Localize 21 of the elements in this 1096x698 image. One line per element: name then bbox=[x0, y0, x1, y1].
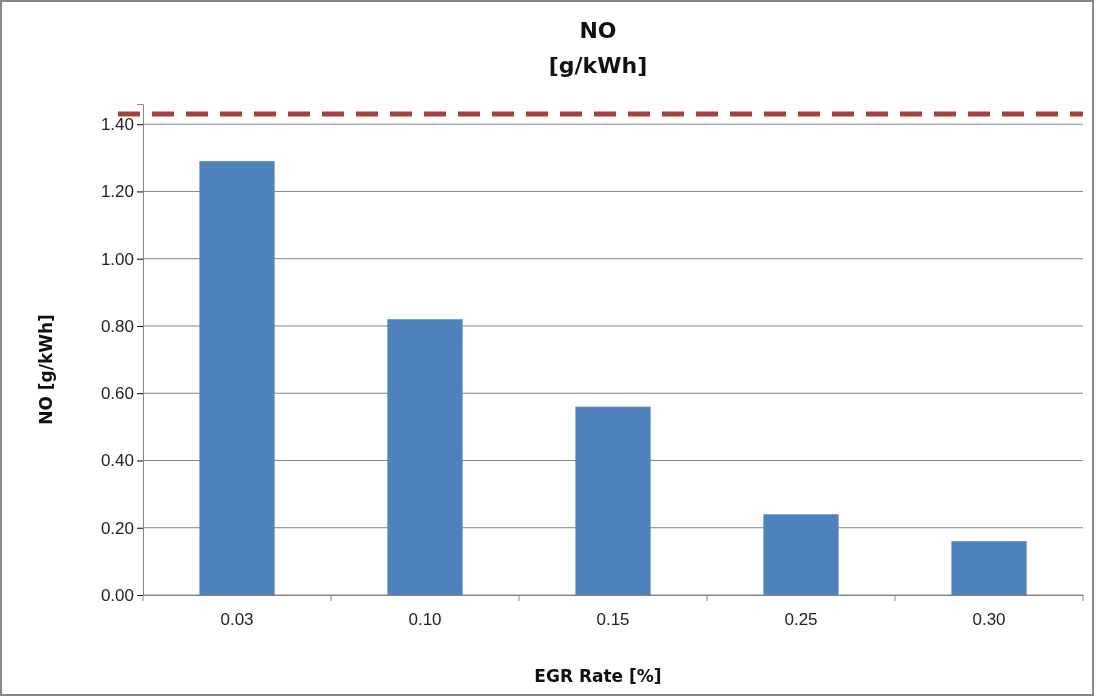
bar bbox=[575, 406, 651, 595]
bar bbox=[199, 161, 275, 595]
y-tick-label: 0.80 bbox=[100, 316, 134, 336]
x-tick-label: 0.15 bbox=[596, 610, 630, 630]
x-tick-label: 0.03 bbox=[220, 610, 254, 630]
y-tick-label: 0.20 bbox=[100, 518, 134, 538]
y-tick-label: 1.40 bbox=[100, 115, 134, 135]
y-tick-label: 0.40 bbox=[100, 451, 134, 471]
x-tick-label: 0.25 bbox=[784, 610, 818, 630]
y-tick-label: 1.00 bbox=[100, 249, 134, 269]
y-axis-title: NO [g/kWh] bbox=[36, 314, 56, 425]
y-tick-label: 0.60 bbox=[100, 384, 134, 404]
y-tick-label: 1.20 bbox=[100, 182, 134, 202]
y-tick-label: 0.00 bbox=[100, 585, 134, 605]
bar bbox=[763, 514, 839, 595]
bar bbox=[951, 541, 1027, 595]
bar bbox=[387, 319, 463, 595]
chart-title: NO [g/kWh] bbox=[548, 18, 648, 79]
x-tick-label: 0.30 bbox=[972, 610, 1006, 630]
x-tick-label: 0.10 bbox=[408, 610, 442, 630]
x-axis-title: EGR Rate [%] bbox=[534, 666, 662, 686]
